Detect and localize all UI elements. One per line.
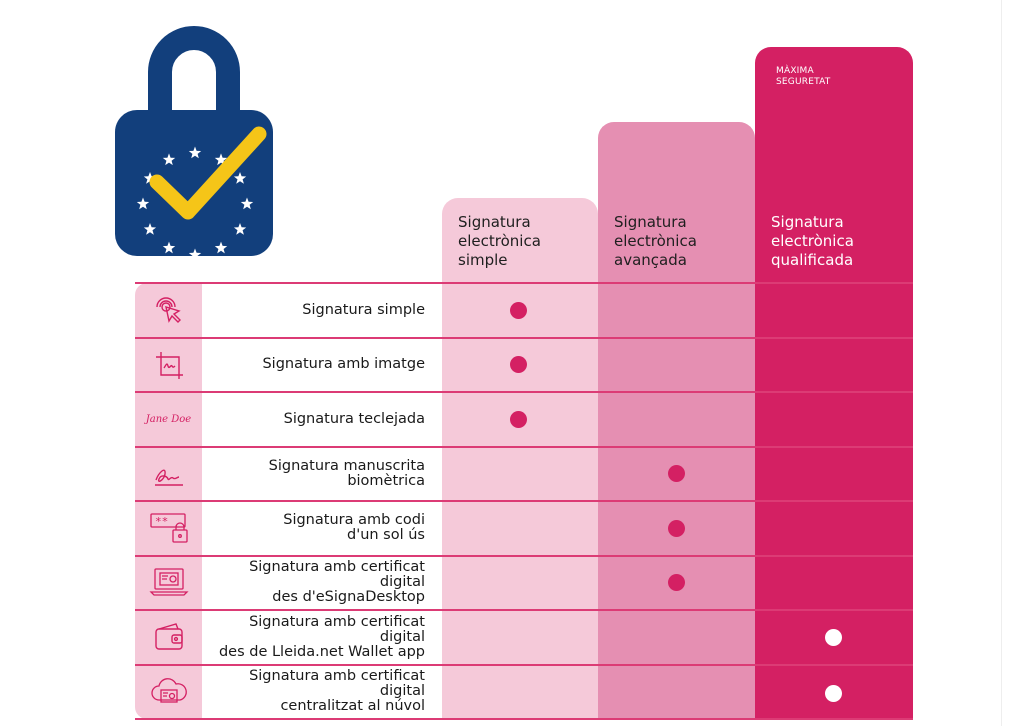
eu-star-icon [214, 241, 228, 254]
column-title-advanced: Signatura electrònica avançada [614, 213, 697, 269]
desktop-certificate-icon [135, 556, 202, 610]
row-label: Signatura amb codi d'un sol ús [283, 512, 425, 543]
eu-star-icon [188, 146, 202, 159]
eu-star-icon [162, 153, 176, 166]
eu-trust-lock-icon [115, 26, 273, 258]
row-divider [135, 609, 913, 611]
table-row: Jane Doe Signatura teclejada [135, 392, 913, 446]
row-divider [135, 663, 913, 666]
column-simple: Signatura electrònica simple [442, 198, 598, 720]
row-divider [135, 718, 913, 720]
table-row: Signatura simple [135, 283, 913, 337]
eu-star-icon [143, 223, 157, 235]
support-dot [825, 628, 842, 646]
eu-star-icon [240, 197, 254, 210]
table-row: Signatura amb certificat digital central… [135, 665, 913, 719]
max-security-label: MÀXIMA SEGURETAT [776, 66, 831, 87]
support-dot [510, 301, 527, 319]
row-label: Signatura amb certificat digital des de … [218, 613, 425, 660]
table-row: Signatura manuscrita biomètrica [135, 447, 913, 501]
wallet-icon [135, 610, 202, 664]
row-label: Signatura teclejada [283, 410, 425, 427]
column-advanced: Signatura electrònica avançada [598, 122, 755, 720]
row-divider [135, 282, 913, 284]
column-title-qualified: Signatura electrònica qualificada [771, 213, 854, 269]
row-divider [135, 336, 913, 339]
typed-name-icon: Jane Doe [135, 392, 202, 446]
column-qualified: MÀXIMA SEGURETAT Signatura electrònica q… [755, 47, 913, 720]
row-divider [135, 500, 913, 502]
row-divider [135, 445, 913, 448]
column-title-simple: Signatura electrònica simple [458, 213, 541, 269]
page-edge-line [1001, 0, 1002, 726]
eu-star-icon [143, 172, 157, 184]
support-dot [825, 685, 842, 703]
table-row: Signatura amb imatge [135, 338, 913, 392]
support-dot [668, 574, 685, 592]
support-dot [668, 465, 685, 483]
svg-text:**: ** [155, 515, 168, 528]
eu-star-icon [214, 153, 228, 166]
eu-star-icon [162, 241, 176, 254]
row-divider [135, 554, 913, 557]
row-label: Signatura simple [302, 301, 425, 318]
signature-image-icon [135, 338, 202, 392]
handwritten-signature-icon [135, 447, 202, 501]
row-label: Signatura manuscrita biomètrica [268, 457, 425, 489]
table-row: Signatura amb certificat digital des d'e… [135, 556, 913, 610]
row-divider [135, 391, 913, 393]
eu-star-icon [233, 172, 247, 184]
eu-star-icon [136, 197, 150, 210]
cloud-certificate-icon [135, 665, 202, 719]
typed-name-text: Jane Doe [145, 413, 192, 425]
table-row: Signatura amb certificat digital des de … [135, 610, 913, 664]
eu-star-icon [233, 223, 247, 235]
cursor-click-icon [135, 283, 202, 337]
support-dot [510, 410, 527, 428]
table-row: ** Signatura amb codi d'un sol ús [135, 501, 913, 555]
row-label: Signatura amb imatge [262, 356, 425, 372]
eu-star-icon [188, 248, 202, 258]
support-dot [668, 519, 685, 537]
support-dot [510, 356, 527, 374]
row-label: Signatura amb certificat digital central… [249, 668, 425, 714]
row-label: Signatura amb certificat digital des d'e… [249, 559, 425, 605]
one-time-code-icon: ** [135, 501, 202, 555]
